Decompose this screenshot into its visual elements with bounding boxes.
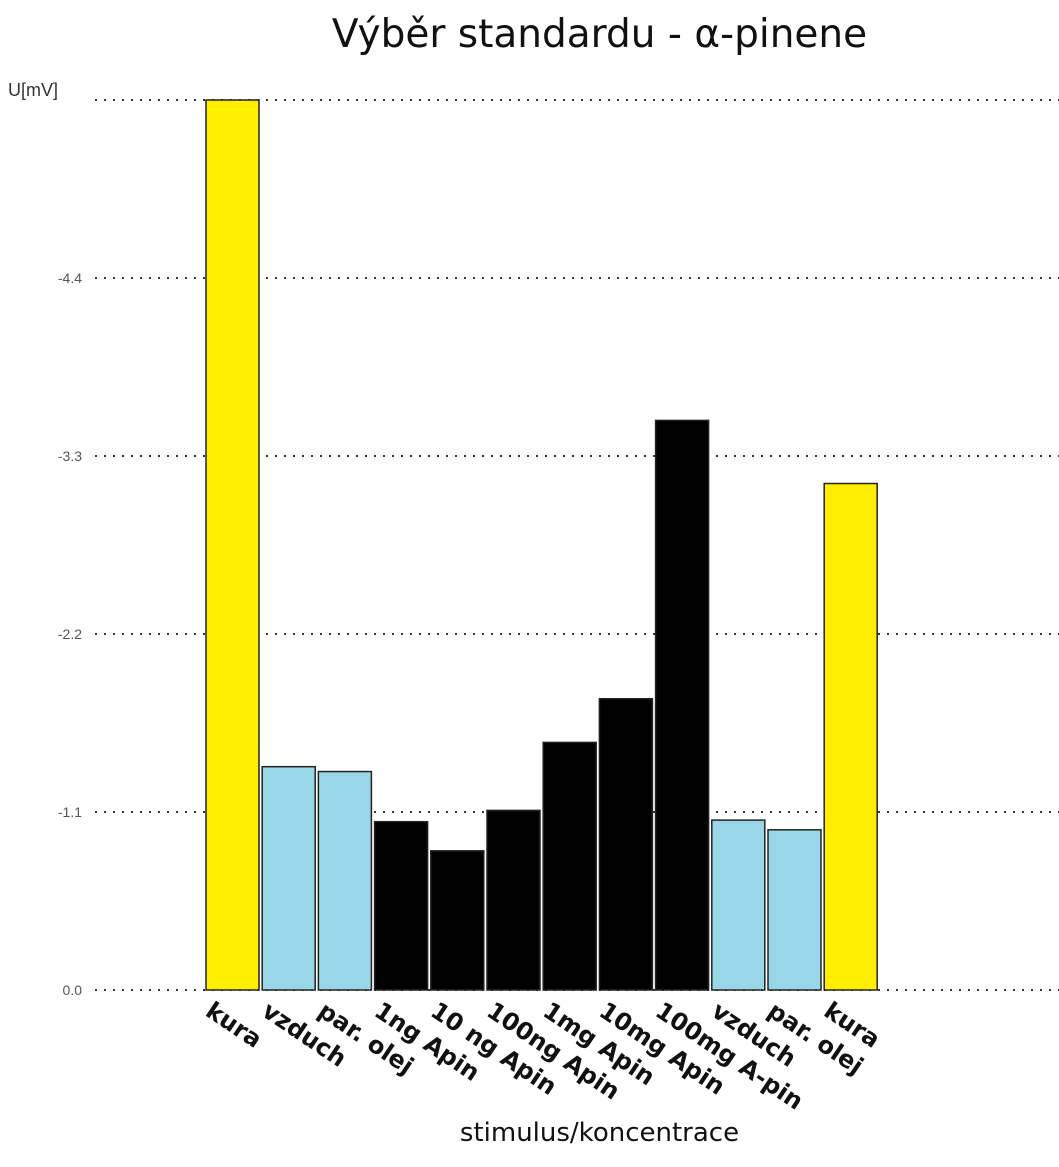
- y-axis-title: U[mV]: [8, 80, 59, 100]
- y-tick-label: -3.3: [58, 448, 82, 464]
- bar: [486, 809, 541, 991]
- bar: [654, 419, 710, 991]
- y-tick-label: -2.2: [58, 626, 82, 642]
- bar: [317, 770, 373, 991]
- bar: [430, 850, 485, 991]
- chart-title: Výběr standardu - α-pinene: [331, 12, 868, 57]
- bar: [205, 99, 260, 991]
- bar: [261, 765, 316, 991]
- bar: [542, 741, 597, 991]
- bar: [711, 819, 766, 991]
- bar: [373, 820, 429, 991]
- y-tick-label: -4.4: [58, 270, 82, 286]
- bar: [767, 829, 822, 991]
- y-tick-label: 0.0: [63, 982, 83, 998]
- bar: [823, 482, 878, 991]
- x-axis-title: stimulus/koncentrace: [459, 1118, 740, 1148]
- y-tick-labels: 0.0 -1.1 -2.2 -3.3 -4.4: [58, 270, 82, 998]
- y-tick-label: -1.1: [58, 804, 82, 820]
- bars: [205, 99, 878, 991]
- bar: [598, 697, 654, 991]
- x-tick-label: kura: [201, 996, 267, 1053]
